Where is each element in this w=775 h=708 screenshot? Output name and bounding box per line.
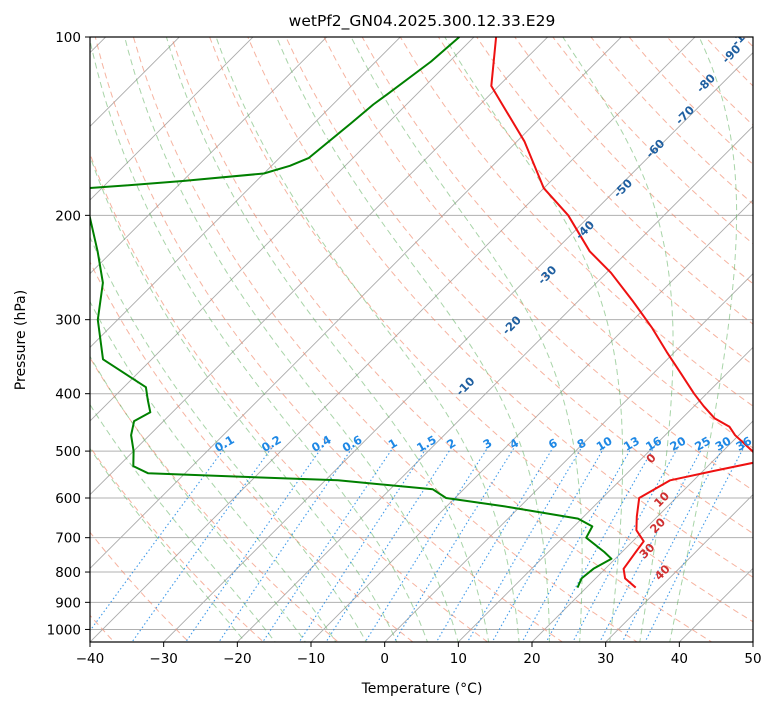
isotherm-line (90, 37, 475, 422)
dry-adiabat-line (90, 260, 414, 642)
background-lines (90, 37, 753, 642)
mixing-ratio-line (491, 445, 606, 642)
mixing-ratio-label: 13 (621, 434, 642, 454)
y-tick-label: 100 (55, 30, 81, 46)
dry-adiabat-line (209, 37, 753, 623)
mixing-ratio-line (545, 445, 656, 642)
mixing-ratio-label: 10 (594, 434, 615, 454)
dry-adiabat-line (90, 152, 489, 642)
mixing-ratio-label: 36 (733, 434, 754, 454)
x-tick-label: 20 (523, 651, 540, 667)
y-tick-label: 600 (55, 491, 81, 507)
moist-adiabat-line (165, 37, 490, 642)
moist-adiabat-line (90, 403, 276, 642)
moist-adiabat-line (90, 235, 367, 642)
x-tick-label: −10 (297, 651, 326, 667)
mixing-ratio-line (435, 445, 555, 642)
moist-adiabat-line (90, 447, 246, 642)
isotherm-line (531, 420, 753, 642)
x-tick-label: −20 (223, 651, 252, 667)
dewpoint-profile-line (90, 37, 613, 589)
x-tick-label: 10 (450, 651, 467, 667)
x-tick-label: 40 (671, 651, 688, 667)
x-tick-label: −30 (149, 651, 178, 667)
axis-ticks: −40 −30 −20 −10 0 10 20 30 40 50 100 200 300 400 500 60… (47, 30, 762, 667)
moist-adiabat-line (276, 37, 550, 642)
moist-adiabat-line (562, 37, 674, 642)
dry-adiabat-line (323, 37, 753, 491)
isotherm-line (605, 494, 753, 642)
y-tick-label: 400 (55, 387, 81, 403)
isotherm-line (236, 125, 753, 642)
dry-adiabat-line (514, 37, 753, 285)
plot-frame (89, 36, 754, 643)
moist-adiabat-line (90, 355, 307, 642)
mixing-ratio-line (572, 445, 680, 642)
moist-adiabat-line (90, 300, 337, 642)
isotherm-line (457, 346, 753, 642)
dry-adiabat-line (247, 37, 753, 578)
mixing-ratio-line (466, 445, 584, 642)
dry-adiabat-line (90, 356, 339, 642)
isotherm-line (90, 37, 549, 496)
moist-adiabat-line (350, 37, 583, 642)
isotherm-line (384, 273, 753, 642)
data-layer (90, 37, 753, 589)
moist-adiabat-line (90, 38, 429, 642)
mixing-ratio-label: 25 (692, 434, 713, 454)
x-tick-label: 50 (744, 651, 761, 667)
moist-adiabat-line (90, 154, 398, 642)
x-tick-label: 30 (597, 651, 614, 667)
isotherm-line (90, 37, 696, 642)
chart-title: wetPf2_GN04.2025.300.12.33.E29 (289, 12, 556, 31)
mixing-ratio-line (364, 445, 490, 642)
moist-adiabat-line (124, 37, 459, 642)
y-tick-label: 1000 (47, 622, 81, 638)
isotherm-line (310, 199, 753, 642)
mixing-ratio-line (262, 445, 395, 642)
dry-adiabat-line (94, 37, 564, 642)
x-axis-label: Temperature (°C) (361, 681, 483, 697)
y-tick-label: 900 (55, 595, 81, 611)
dry-adiabat-line (361, 37, 753, 449)
mixing-ratio-label: 20 (667, 434, 688, 454)
moist-adiabat-line (444, 37, 624, 642)
x-tick-label: 0 (380, 651, 389, 667)
dry-adiabat-line (285, 37, 753, 535)
moist-adiabat-line (215, 37, 520, 642)
mixing-ratio-line (393, 445, 516, 642)
temperature-profile-line (490, 37, 753, 589)
isotherm-line (90, 37, 254, 201)
mixing-ratio-label: 16 (643, 434, 664, 454)
dry-adiabat-line (170, 37, 713, 642)
mixing-ratio-line (599, 445, 704, 642)
mixing-ratio-line (131, 445, 274, 642)
y-tick-label: 300 (55, 313, 81, 329)
isotherm-line (90, 37, 180, 127)
dry-adiabat-line (476, 37, 753, 325)
isotherm-line (163, 52, 753, 642)
dry-adiabat-line (90, 446, 265, 642)
mixing-ratio-label: 30 (713, 434, 734, 454)
y-tick-label: 200 (55, 208, 81, 224)
mixing-ratio-line (644, 445, 746, 642)
grid-layer (90, 37, 753, 642)
isotherm-line (90, 37, 328, 275)
moist-adiabat-line (669, 37, 738, 642)
isotherm-line (90, 37, 401, 348)
mixing-ratio-line (218, 445, 355, 642)
mixing-ratio-line (521, 445, 633, 642)
y-tick-label: 500 (55, 444, 81, 460)
isotherm-line (90, 37, 622, 569)
dry-adiabat-line (90, 531, 190, 642)
y-tick-label: 800 (55, 565, 81, 581)
y-tick-label: 700 (55, 531, 81, 547)
x-tick-label: −40 (76, 651, 105, 667)
y-axis-label: Pressure (hPa) (13, 290, 29, 390)
